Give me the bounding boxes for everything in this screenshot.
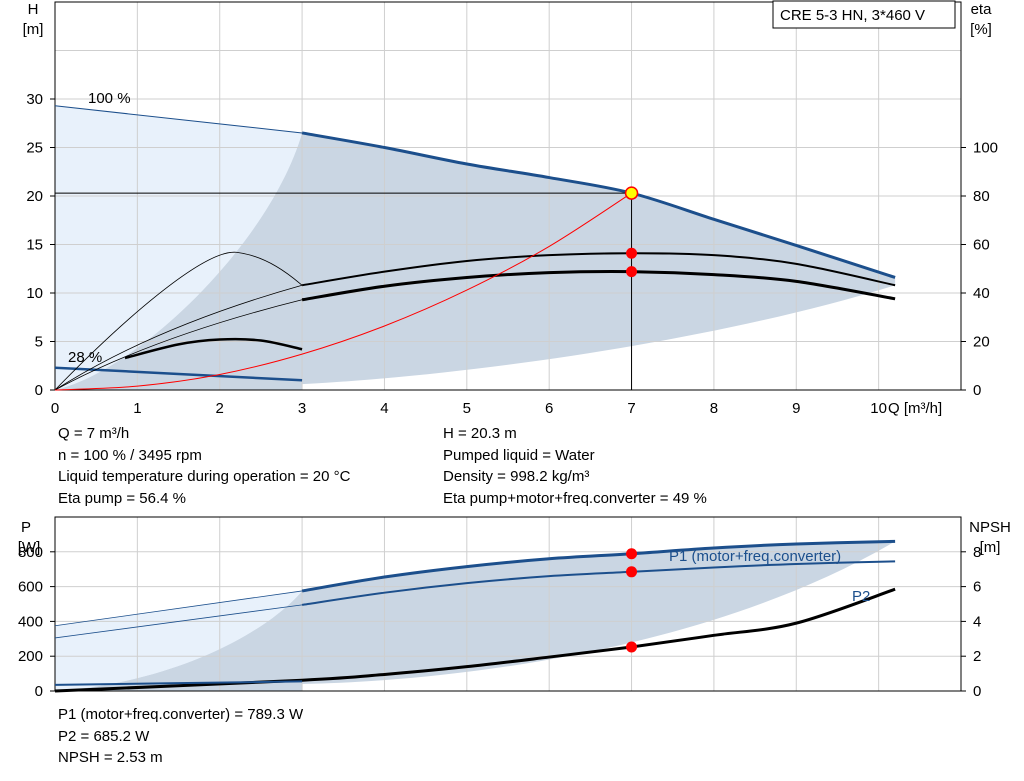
x-tick-label: 6 bbox=[545, 400, 553, 417]
x-tick-label: 0 bbox=[51, 400, 59, 417]
y-tick-label-right: 80 bbox=[973, 188, 990, 205]
y-tick-label-left: 25 bbox=[26, 140, 43, 157]
power-region-dark bbox=[55, 541, 896, 691]
x-tick-label: 7 bbox=[627, 400, 635, 417]
y-axis-label-right-unit: [%] bbox=[970, 21, 992, 38]
p2-series-label: P2 bbox=[852, 588, 870, 605]
npsh-axis-unit: [m] bbox=[980, 539, 1001, 556]
x-tick-label: 3 bbox=[298, 400, 306, 417]
power-info: P1 (motor+freq.converter) = 789.3 W P2 =… bbox=[58, 704, 303, 769]
duty-point-head bbox=[624, 186, 639, 200]
speed-label-100: 100 % bbox=[88, 90, 131, 107]
y-tick-label-left: 10 bbox=[26, 285, 43, 302]
y-tick-label-left: 0 bbox=[35, 382, 43, 399]
eta-pump-extension bbox=[54, 299, 303, 391]
p1-readout: P1 (motor+freq.converter) = 789.3 W bbox=[58, 706, 304, 723]
duty-point-eta-total bbox=[626, 247, 638, 259]
power-y-tick-label-right: 4 bbox=[973, 613, 981, 630]
x-tick-label: 10 bbox=[870, 400, 887, 417]
flow-readout: Q = 7 m³/h bbox=[58, 425, 130, 442]
y-tick-label-left: 20 bbox=[26, 188, 43, 205]
npsh-readout: NPSH = 2.53 m bbox=[58, 749, 163, 766]
eta-curve-extension bbox=[54, 251, 303, 391]
power-axis-unit: [W] bbox=[18, 539, 41, 556]
head-readout: H = 20.3 m bbox=[443, 425, 517, 442]
y-axis-label-left: H bbox=[28, 1, 39, 18]
y-tick-label-left: 5 bbox=[35, 334, 43, 351]
npsh-axis-label: NPSH bbox=[969, 519, 1011, 536]
npsh-curve bbox=[54, 587, 896, 693]
pump-label-box bbox=[772, 0, 956, 29]
eta-total-curve bbox=[301, 252, 896, 287]
p2-curve-extension bbox=[54, 604, 303, 639]
duty-info-right: H = 20.3 m Pumped liquid = Water Density… bbox=[443, 423, 707, 509]
y-tick-label-right: 100 bbox=[973, 140, 998, 157]
y-tick-label-left: 30 bbox=[26, 91, 43, 108]
power-y-tick-label-left: 200 bbox=[18, 648, 43, 665]
x-tick-label: 8 bbox=[710, 400, 718, 417]
y-tick-label-right: 20 bbox=[973, 334, 990, 351]
eta-total-extension bbox=[54, 284, 303, 391]
temperature-readout: Liquid temperature during operation = 20… bbox=[58, 468, 351, 485]
power-axis-label: P bbox=[21, 519, 31, 536]
p2-readout: P2 = 685.2 W bbox=[58, 727, 150, 745]
p-low-speed-curve bbox=[54, 680, 303, 686]
y-tick-label-right: 40 bbox=[973, 285, 990, 302]
duty-info-left: Q = 7 m³/h n = 100 % / 3495 rpm Liquid t… bbox=[58, 423, 350, 509]
power-y-tick-label-left: 800 bbox=[18, 544, 43, 561]
density-readout: Density = 998.2 kg/m³ bbox=[443, 468, 590, 485]
h-curve-100-extension bbox=[54, 105, 303, 134]
power-y-tick-label-right: 6 bbox=[973, 579, 981, 596]
eta-curve-low-speed bbox=[124, 337, 303, 360]
eta-total-readout: Eta pump+motor+freq.converter = 49 % bbox=[443, 489, 707, 507]
y-axis-label-left-unit: [m] bbox=[23, 21, 44, 38]
pump-label: CRE 5-3 HN, 3*460 V bbox=[780, 7, 925, 24]
power-y-tick-label-left: 0 bbox=[35, 683, 43, 700]
x-tick-label: 4 bbox=[380, 400, 388, 417]
eta-pump-readout: Eta pump = 56.4 % bbox=[58, 489, 186, 507]
p1-series-label: P1 (motor+freq.converter) bbox=[669, 548, 841, 565]
system-curve bbox=[54, 192, 632, 391]
power-y-tick-label-left: 600 bbox=[18, 579, 43, 596]
head-region-dark bbox=[55, 132, 896, 390]
eta-pump-curve bbox=[301, 270, 896, 302]
p1-curve-extension bbox=[54, 590, 303, 627]
power-y-tick-label-right: 8 bbox=[973, 544, 981, 561]
x-tick-label: 2 bbox=[216, 400, 224, 417]
duty-point-p1 bbox=[626, 548, 638, 560]
head-region-boundary bbox=[55, 105, 303, 390]
power-y-tick-label-left: 400 bbox=[18, 613, 43, 630]
x-axis-label: Q [m³/h] bbox=[888, 400, 942, 417]
p1-curve bbox=[301, 539, 896, 593]
p2-curve bbox=[301, 560, 896, 606]
speed-readout: n = 100 % / 3495 rpm bbox=[58, 446, 202, 464]
x-tick-label: 5 bbox=[463, 400, 471, 417]
h-curve-100 bbox=[301, 131, 896, 279]
y-tick-label-right: 60 bbox=[973, 237, 990, 254]
power-y-tick-label-right: 2 bbox=[973, 648, 981, 665]
power-plot-frame bbox=[54, 516, 962, 692]
power-region-boundary bbox=[55, 590, 303, 691]
y-tick-label-left: 15 bbox=[26, 237, 43, 254]
y-tick-label-right: 0 bbox=[973, 382, 981, 399]
speed-label-28: 28 % bbox=[68, 349, 102, 366]
x-tick-label: 1 bbox=[133, 400, 141, 417]
duty-point-eta-pump bbox=[626, 266, 638, 278]
y-axis-label-right: eta bbox=[971, 1, 993, 18]
duty-point-npsh bbox=[626, 641, 638, 653]
liquid-readout: Pumped liquid = Water bbox=[443, 446, 595, 464]
duty-point-p2 bbox=[626, 566, 638, 578]
power-y-tick-label-right: 0 bbox=[973, 683, 981, 700]
x-tick-label: 9 bbox=[792, 400, 800, 417]
